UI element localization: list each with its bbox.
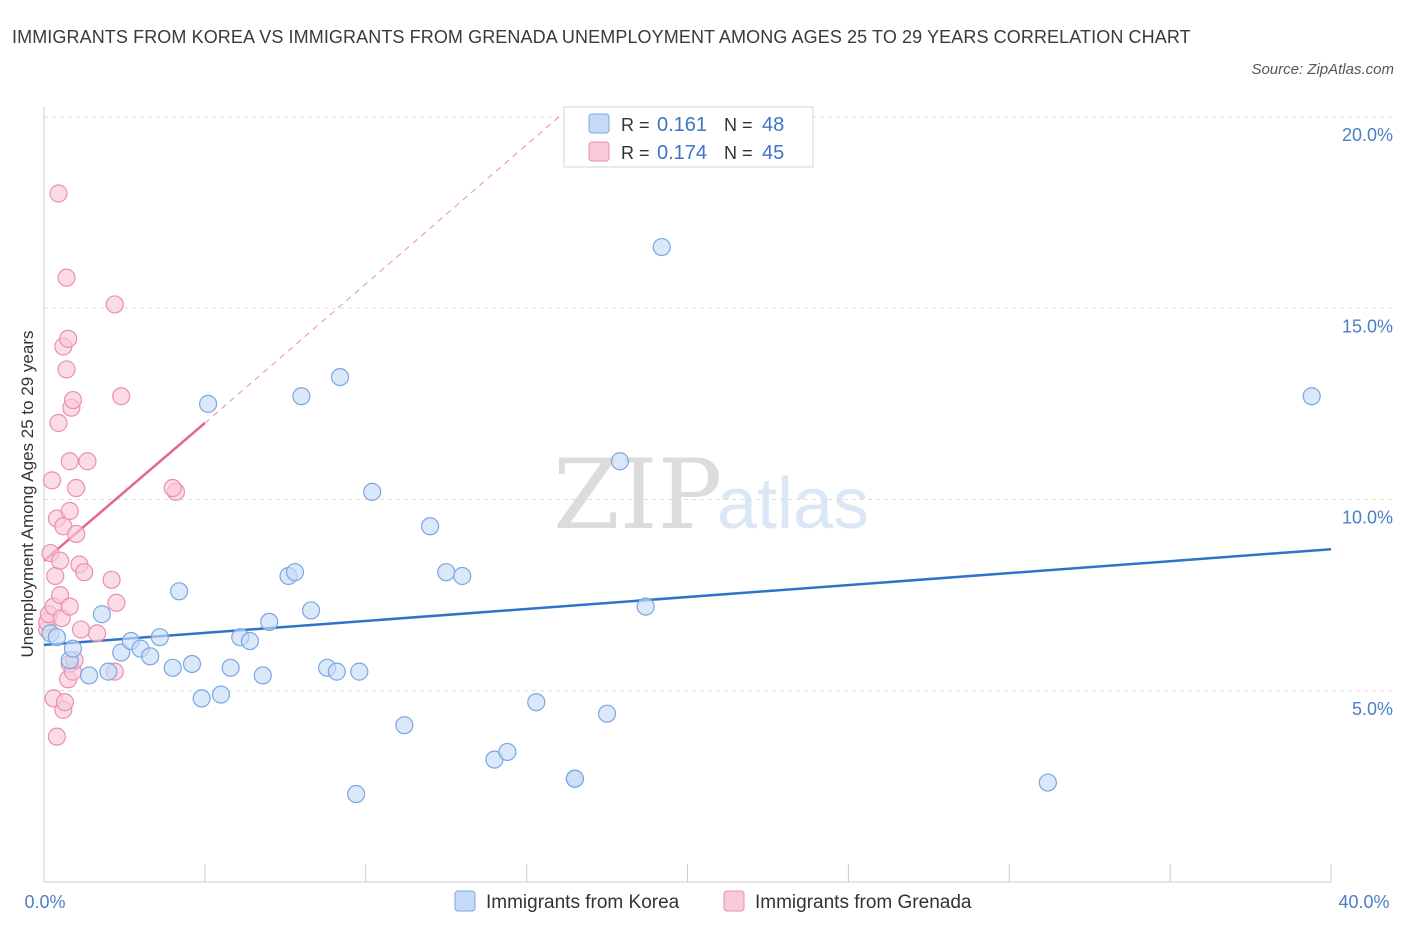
korea-point <box>498 742 517 762</box>
grenada-point <box>49 184 68 203</box>
grenada-point <box>112 387 131 406</box>
series-legend: Immigrants from Korea Immigrants from Gr… <box>454 890 972 913</box>
grenada-point <box>105 295 124 314</box>
watermark-zip: ZIP <box>553 439 722 551</box>
korea-point <box>170 582 189 601</box>
y-tick-label: 5.0% <box>1352 699 1393 719</box>
grenada-point <box>46 566 65 586</box>
korea-point <box>211 685 231 704</box>
y-tick-label: 20.0% <box>1342 125 1393 145</box>
grenada-point <box>47 727 66 746</box>
stats-grenada-swatch <box>588 141 610 162</box>
grenada-point <box>78 452 97 471</box>
korea-point <box>163 658 182 677</box>
korea-point <box>79 666 99 685</box>
korea-point <box>141 647 160 666</box>
korea-point <box>63 639 83 658</box>
grenada-point <box>102 570 121 589</box>
stats-korea-r-label: R = <box>621 115 650 135</box>
grenada-point <box>163 478 182 498</box>
korea-point <box>395 716 414 735</box>
korea-point <box>610 452 630 471</box>
grenada-point <box>49 413 68 433</box>
korea-point <box>99 662 118 681</box>
korea-point <box>285 563 305 582</box>
x-axis-ticks <box>43 864 1332 882</box>
grenada-point <box>67 524 86 544</box>
korea-point <box>652 237 671 257</box>
korea-point <box>565 769 584 788</box>
korea-point <box>253 666 272 685</box>
grenada-point <box>71 620 91 639</box>
korea-point <box>47 628 66 647</box>
korea-point <box>1038 773 1057 792</box>
stats-legend: R = 0.161 N = 48 R = 0.174 N = 45 <box>563 106 814 168</box>
grenada-point <box>50 551 70 570</box>
korea-point <box>150 628 169 647</box>
grenada-point <box>60 597 79 616</box>
y-axis-tick-labels: 5.0% 10.0% 15.0% 20.0% <box>1342 125 1393 719</box>
grenada-point <box>107 593 126 612</box>
y-tick-label: 10.0% <box>1342 508 1393 528</box>
korea-point <box>240 631 260 651</box>
korea-point <box>363 482 382 501</box>
stats-grenada-r-label: R = <box>621 143 650 163</box>
korea-trend-line <box>43 547 1332 647</box>
grenada-point <box>59 329 78 348</box>
grenada-trend-extension <box>204 116 560 424</box>
korea-point <box>453 566 472 586</box>
legend-korea-label: Immigrants from Korea <box>486 892 680 913</box>
korea-point <box>182 654 202 674</box>
stats-korea-n-value: 48 <box>762 114 784 136</box>
source-credit: Source: ZipAtlas.com <box>1251 61 1394 78</box>
chart-title: IMMIGRANTS FROM KOREA VS IMMIGRANTS FROM… <box>12 27 1191 47</box>
stats-grenada-r-value: 0.174 <box>657 142 707 164</box>
korea-point <box>221 658 240 677</box>
korea-point <box>636 597 655 616</box>
y-tick-label: 15.0% <box>1342 316 1393 336</box>
korea-point <box>421 517 440 536</box>
data-points <box>38 184 1321 804</box>
stats-korea-r-value: 0.161 <box>657 114 707 136</box>
korea-point <box>1302 387 1321 406</box>
grenada-point <box>63 390 83 410</box>
stats-grenada-n-label: N = <box>724 143 753 163</box>
grenada-point <box>60 452 79 471</box>
x-tick-label-max: 40.0% <box>1338 892 1389 912</box>
grenada-point <box>57 360 76 379</box>
grenada-point <box>60 501 79 521</box>
grenada-point <box>42 471 62 490</box>
grenada-point <box>75 563 94 582</box>
korea-point <box>292 387 311 406</box>
korea-point <box>597 704 617 723</box>
korea-point <box>346 784 366 804</box>
trend-lines <box>43 116 1332 647</box>
legend-korea-swatch <box>454 890 476 912</box>
stats-korea-n-label: N = <box>724 115 753 135</box>
korea-point <box>350 662 369 681</box>
y-axis-title: Unemployment Among Ages 25 to 29 years <box>18 331 37 658</box>
korea-point <box>301 601 321 620</box>
korea-point <box>437 563 456 582</box>
watermark-atlas: atlas <box>717 464 869 544</box>
korea-point <box>192 689 211 708</box>
korea-point <box>260 612 279 632</box>
grenada-point <box>87 624 107 643</box>
korea-point <box>330 368 350 387</box>
grenada-point <box>55 693 75 712</box>
grenada-point <box>67 478 86 498</box>
legend-grenada-swatch <box>723 890 745 912</box>
grid-lines <box>44 116 1395 692</box>
korea-point <box>327 662 346 681</box>
korea-point <box>198 394 218 413</box>
stats-korea-swatch <box>588 113 610 134</box>
stats-grenada-n-value: 45 <box>762 142 784 164</box>
x-tick-label-min: 0.0% <box>24 892 65 912</box>
korea-point <box>92 605 112 624</box>
grenada-point <box>57 268 76 287</box>
korea-point <box>527 693 546 712</box>
legend-grenada-label: Immigrants from Grenada <box>755 892 972 913</box>
